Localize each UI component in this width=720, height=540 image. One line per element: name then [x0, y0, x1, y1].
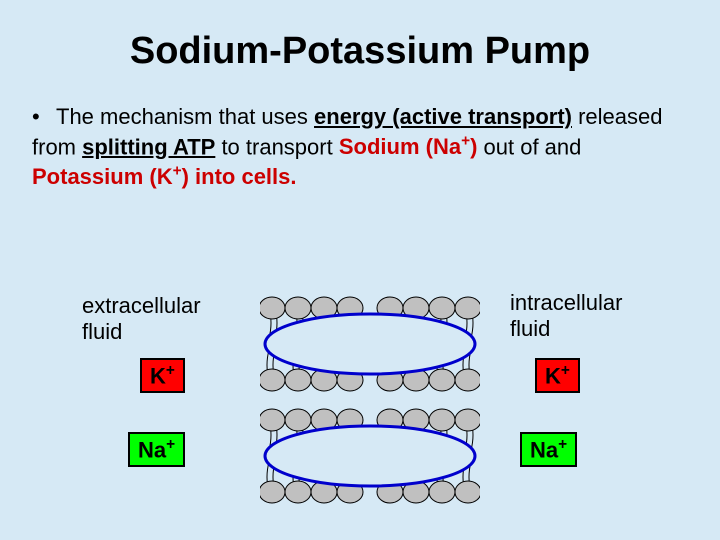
page-title: Sodium-Potassium Pump: [0, 0, 720, 73]
desc-text-4: out of and: [477, 134, 581, 159]
na-ion-left: Na+: [128, 432, 185, 467]
desc-text-1: The mechanism that uses: [56, 104, 314, 129]
desc-energy: energy (active transport): [314, 104, 572, 129]
na-ion-right: Na+: [520, 432, 577, 467]
membrane-diagram: [260, 280, 480, 510]
k-ion-left: K+: [140, 358, 185, 393]
desc-sodium: Sodium (Na+): [339, 134, 478, 159]
bullet-icon: •: [32, 103, 56, 132]
label-intracellular: intracellular fluid: [510, 290, 640, 342]
desc-atp: splitting ATP: [82, 134, 215, 159]
label-extracellular: extracellular fluid: [82, 293, 212, 345]
desc-text-3: to transport: [215, 134, 339, 159]
desc-potassium: Potassium (K+) into cells.: [32, 164, 297, 189]
description-paragraph: •The mechanism that uses energy (active …: [0, 73, 720, 191]
k-ion-right: K+: [535, 358, 580, 393]
